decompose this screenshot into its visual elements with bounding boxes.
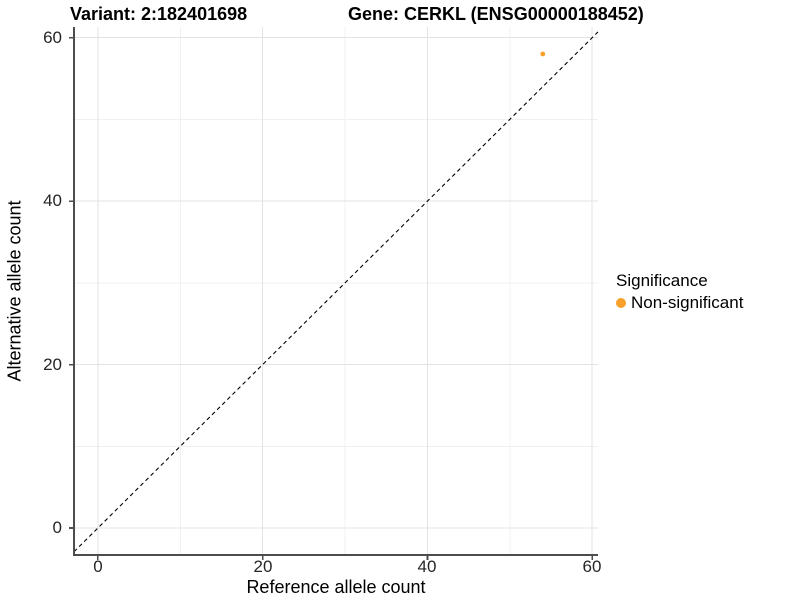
legend: Significance Non-significant <box>616 270 743 313</box>
x-tick-label: 40 <box>417 557 437 576</box>
y-tick-label: 20 <box>43 355 62 374</box>
y-tick-label: 0 <box>52 518 62 537</box>
y-tick-label: 60 <box>43 28 62 47</box>
plot-title-gene: Gene: CERKL (ENSG00000188452) <box>348 4 644 24</box>
y-tick-label: 40 <box>43 191 62 210</box>
y-axis-title: Alternative allele count <box>4 200 25 382</box>
x-tick-label: 20 <box>253 557 273 576</box>
x-axis-title: Reference allele count <box>246 577 426 597</box>
x-tick-label: 0 <box>93 557 103 576</box>
legend-entry: Non-significant <box>616 292 743 313</box>
data-point <box>540 51 546 57</box>
legend-marker-dot-icon <box>616 297 626 308</box>
legend-title: Significance <box>616 271 708 290</box>
plot-title-variant: Variant: 2:182401698 <box>70 4 248 24</box>
legend-entry-label: Non-significant <box>631 293 744 312</box>
identity-reference-line <box>73 31 599 553</box>
x-tick-label: 60 <box>582 557 602 576</box>
